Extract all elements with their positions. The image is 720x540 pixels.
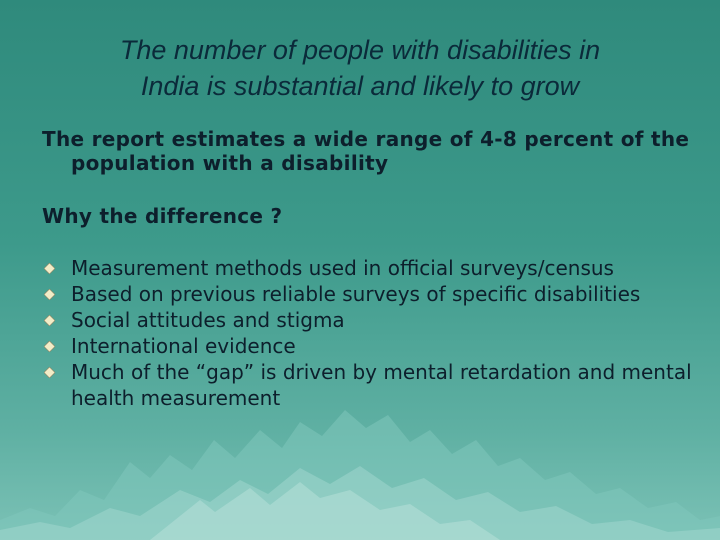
diamond-icon: [44, 289, 55, 300]
diamond-icon: [44, 315, 55, 326]
bullet-text: Much of the “gap” is driven by mental re…: [71, 360, 692, 410]
slide-title: The number of people with disabilities i…: [40, 32, 680, 104]
bullet-item: International evidence: [42, 333, 692, 359]
bullet-item: Social attitudes and stigma: [42, 307, 692, 333]
bullet-item: Measurement methods used in official sur…: [42, 255, 692, 281]
title-line-1: The number of people with disabilities i…: [119, 35, 601, 65]
bullet-item: Much of the “gap” is driven by mental re…: [42, 359, 692, 411]
bullet-text: Measurement methods used in official sur…: [71, 256, 614, 280]
bullet-item: Based on previous reliable surveys of sp…: [42, 281, 692, 307]
bullet-text: International evidence: [71, 334, 296, 358]
bullet-list: Measurement methods used in official sur…: [42, 255, 692, 411]
diamond-icon: [44, 341, 55, 352]
question-heading: Why the difference ?: [42, 204, 283, 228]
diamond-icon: [44, 263, 55, 274]
lead-statement: The report estimates a wide range of 4-8…: [42, 127, 690, 175]
mountain-background-graphic: [0, 410, 720, 540]
diamond-icon: [44, 367, 55, 378]
bullet-text: Social attitudes and stigma: [71, 308, 345, 332]
bullet-text: Based on previous reliable surveys of sp…: [71, 282, 641, 306]
title-line-2: India is substantial and likely to grow: [140, 71, 580, 101]
slide-body: The report estimates a wide range of 4-8…: [42, 127, 692, 411]
